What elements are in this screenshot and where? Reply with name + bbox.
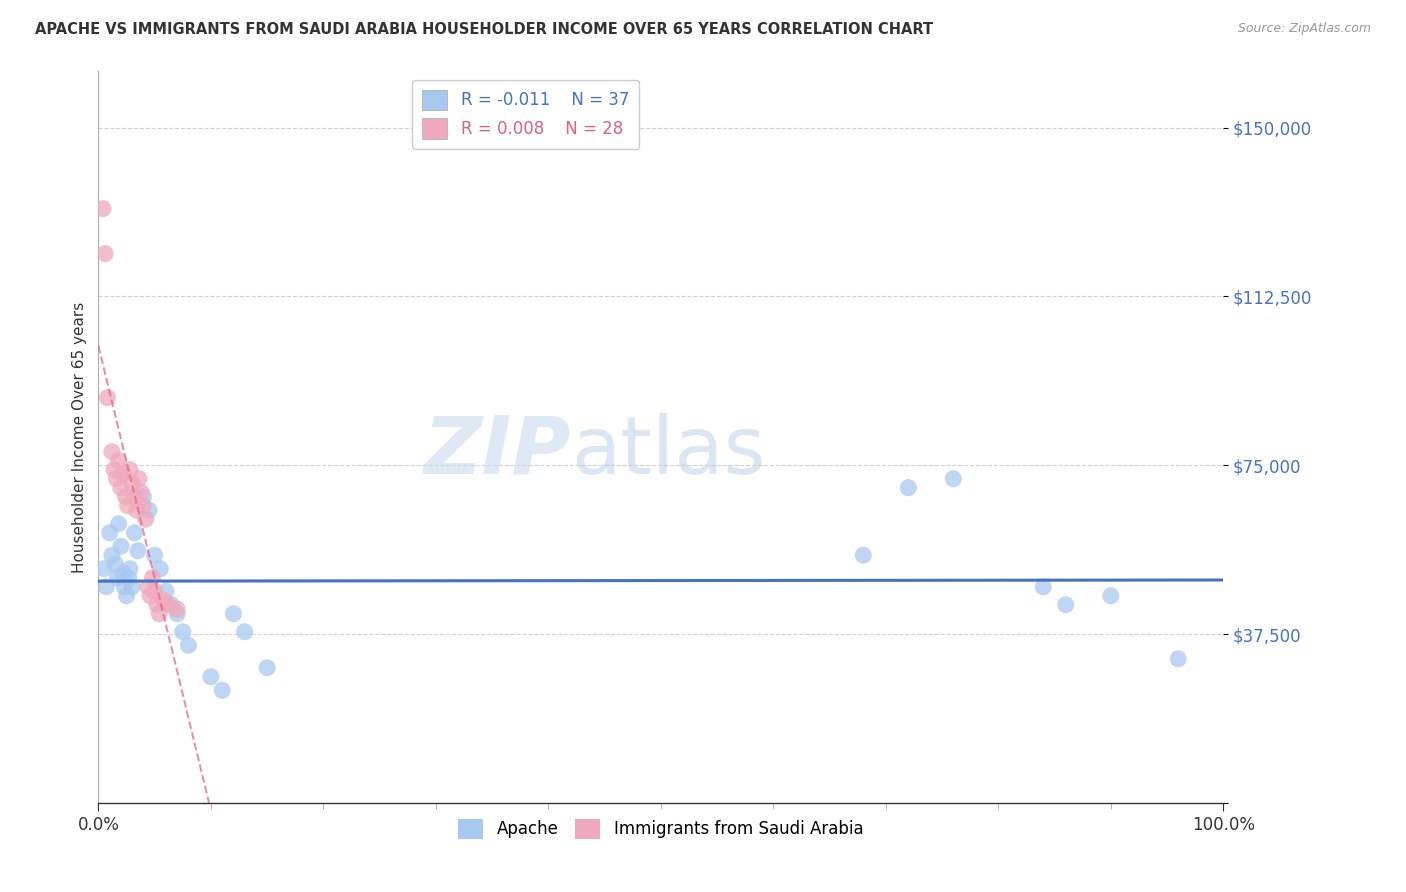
Point [166,607,188,621]
Point [211,683,233,698]
Point [117,499,139,513]
Point [101,444,124,458]
Legend: Apache, Immigrants from Saudi Arabia: Apache, Immigrants from Saudi Arabia [451,812,870,846]
Point [110,481,132,495]
Point [852,548,875,562]
Point [98,525,121,540]
Point [222,607,245,621]
Point [93,562,115,576]
Point [114,490,136,504]
Text: Source: ZipAtlas.com: Source: ZipAtlas.com [1237,22,1371,36]
Point [107,453,129,467]
Point [132,490,155,504]
Point [143,584,166,599]
Point [1099,589,1122,603]
Point [101,548,124,562]
Point [129,485,152,500]
Point [132,499,155,513]
Point [146,598,169,612]
Point [112,566,135,581]
Point [124,525,146,540]
Text: ZIP: ZIP [423,413,571,491]
Point [118,562,141,576]
Point [172,624,194,639]
Point [121,476,143,491]
Text: APACHE VS IMMIGRANTS FROM SAUDI ARABIA HOUSEHOLDER INCOME OVER 65 YEARS CORRELAT: APACHE VS IMMIGRANTS FROM SAUDI ARABIA H… [35,22,934,37]
Point [96,391,118,405]
Point [125,503,148,517]
Point [115,589,138,603]
Point [91,202,114,216]
Point [112,467,135,482]
Point [118,571,141,585]
Point [118,463,141,477]
Point [177,638,200,652]
Point [1054,598,1077,612]
Point [1032,580,1054,594]
Point [233,624,256,639]
Point [136,580,159,594]
Point [143,548,166,562]
Point [148,607,170,621]
Point [128,472,150,486]
Point [105,472,128,486]
Point [112,580,135,594]
Point [110,539,132,553]
Point [135,512,157,526]
Point [107,516,129,531]
Point [121,580,143,594]
Y-axis label: Householder Income Over 65 years: Householder Income Over 65 years [72,301,87,573]
Point [149,562,172,576]
Point [256,661,278,675]
Point [94,246,117,260]
Point [897,481,920,495]
Point [155,584,177,599]
Point [1167,652,1189,666]
Point [107,571,129,585]
Point [152,593,174,607]
Point [200,670,222,684]
Point [139,589,162,603]
Point [138,503,160,517]
Text: atlas: atlas [571,413,765,491]
Point [157,598,180,612]
Point [96,580,118,594]
Point [160,598,183,612]
Point [124,490,146,504]
Point [103,463,125,477]
Point [104,558,127,572]
Point [127,543,149,558]
Point [166,602,188,616]
Point [942,472,965,486]
Point [141,571,163,585]
